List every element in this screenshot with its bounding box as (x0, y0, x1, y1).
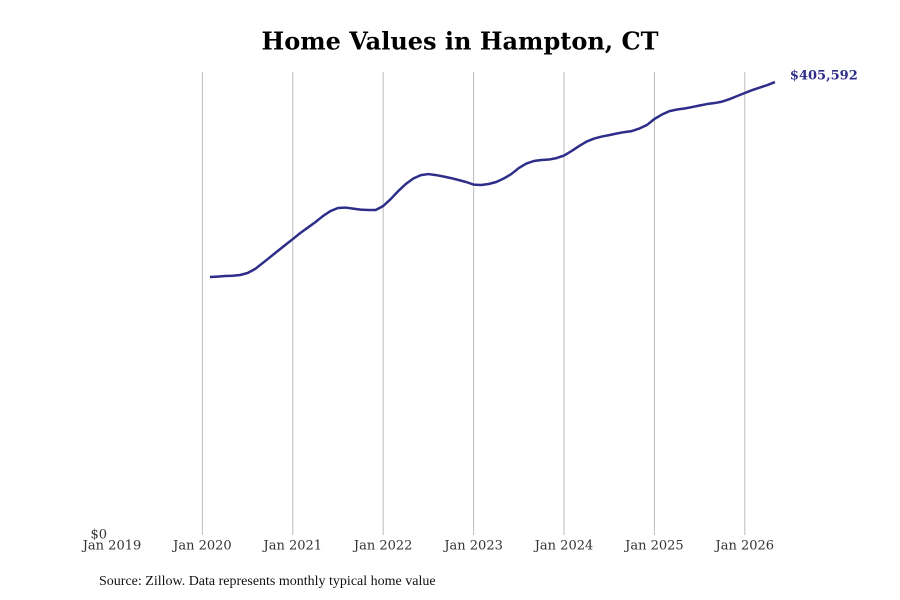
y-tick-label: $0 (90, 528, 107, 543)
x-tick-label: Jan 2026 (714, 539, 775, 554)
x-tick-label: Jan 2019 (81, 539, 142, 554)
x-tick-label: Jan 2020 (171, 539, 232, 554)
x-tick-label: Jan 2022 (352, 539, 413, 554)
x-tick-label: Jan 2023 (442, 539, 503, 554)
x-tick-label: Jan 2021 (262, 539, 323, 554)
value-label: $405,592 (790, 69, 858, 84)
x-tick-label: Jan 2024 (533, 539, 594, 554)
source-note: Source: Zillow. Data represents monthly … (99, 574, 436, 589)
line (209, 80, 776, 279)
chart-title: Home Values in Hampton, CT (262, 27, 659, 56)
x-tick-label: Jan 2025 (623, 539, 684, 554)
